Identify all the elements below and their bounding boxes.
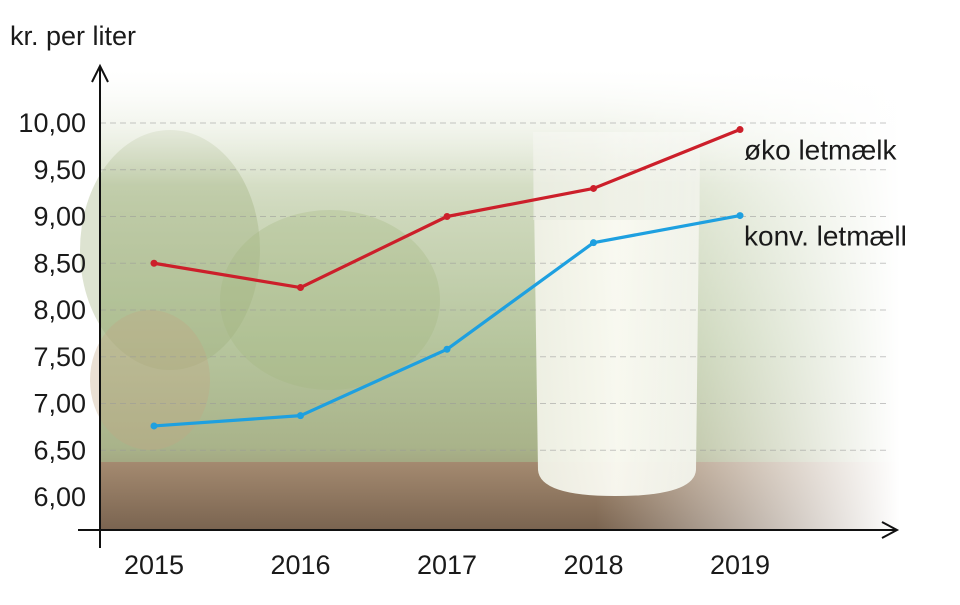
y-tick-label: 7,00: [33, 389, 86, 419]
x-tick-label: 2018: [563, 550, 623, 580]
y-tick-label: 9,50: [33, 155, 86, 185]
data-point: [443, 345, 451, 353]
y-tick-label: 8,00: [33, 295, 86, 325]
series-label: konv. letmæll: [744, 221, 907, 252]
data-point: [590, 239, 597, 247]
data-point: [736, 212, 744, 220]
series-lines: [150, 126, 744, 430]
y-tick-label: 6,00: [33, 482, 86, 512]
data-point: [150, 259, 158, 267]
y-axis-label: kr. per liter: [10, 21, 136, 51]
data-point: [150, 422, 158, 430]
series-label: øko letmælk: [744, 135, 897, 166]
y-tick-label: 9,00: [33, 202, 86, 232]
x-axis-arrow-icon: [881, 521, 900, 539]
x-tick-label: 2015: [124, 550, 184, 580]
data-point: [297, 412, 304, 420]
x-tick-label: 2019: [710, 550, 770, 580]
y-tick-label: 8,50: [33, 248, 86, 278]
y-tick-label: 7,50: [33, 342, 86, 372]
gridlines: [100, 122, 890, 451]
photo-background: [80, 70, 900, 530]
x-tick-label: 2016: [270, 550, 330, 580]
series-labels: øko letmælk konv. letmæll: [744, 135, 907, 252]
y-tick-label: 10,00: [18, 108, 86, 138]
axes: [78, 63, 900, 548]
x-tick-label: 2017: [417, 550, 477, 580]
data-point: [297, 284, 304, 292]
y-axis-arrow-icon: [91, 63, 109, 83]
x-tick-labels: 2015 2016 2017 2018 2019: [124, 550, 770, 580]
data-point: [736, 126, 744, 134]
data-point: [443, 213, 451, 220]
y-tick-labels: 6,00 6,50 7,00 7,50 8,00 8,50 9,00 9,50 10,00: [18, 108, 86, 512]
y-tick-label: 6,50: [33, 435, 86, 465]
data-point: [590, 184, 597, 192]
